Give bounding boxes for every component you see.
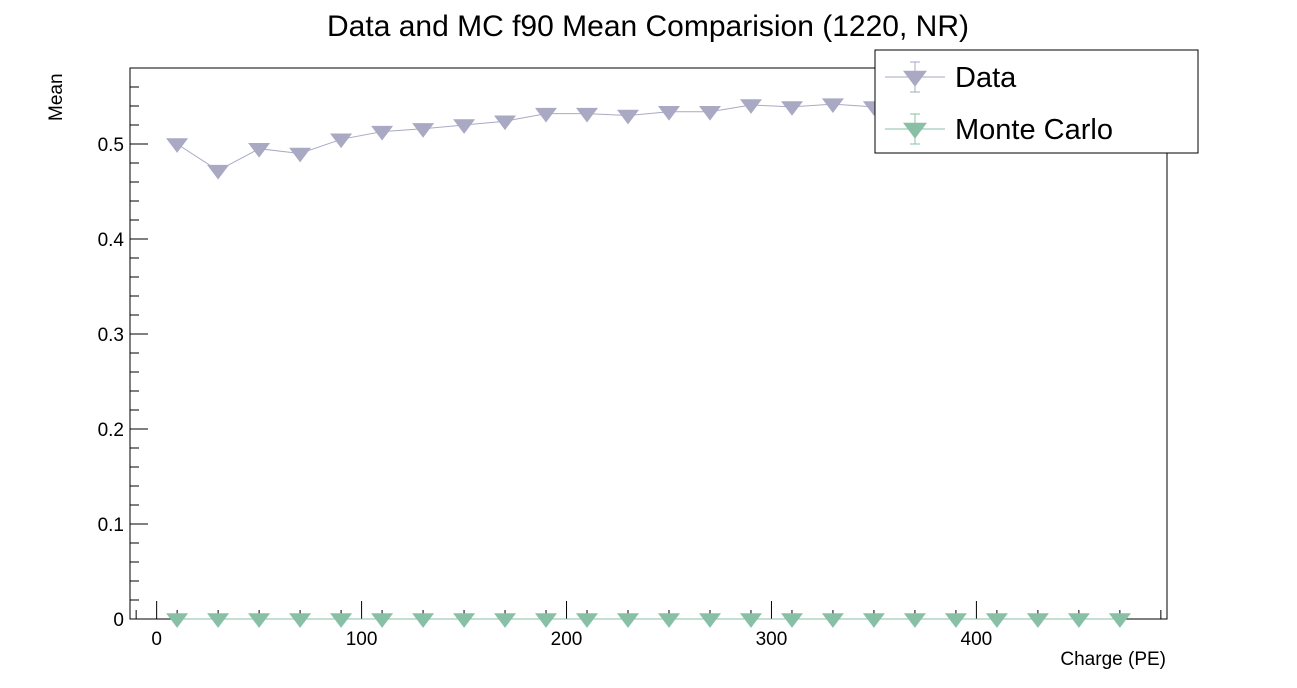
data-point — [617, 613, 639, 628]
data-point — [330, 133, 353, 149]
data-point — [289, 147, 312, 163]
data-point — [699, 106, 721, 121]
data-point — [494, 613, 516, 628]
data-point — [535, 107, 557, 123]
x-axis: 0 100 200 300 400 — [135, 601, 1162, 650]
data-point — [740, 613, 762, 628]
data-point — [535, 613, 557, 628]
x-tick-label: 0 — [151, 629, 162, 650]
data-point — [576, 613, 598, 628]
y-tick-label: 0.5 — [98, 135, 124, 156]
data-point — [412, 613, 435, 628]
legend-label: Monte Carlo — [955, 114, 1113, 146]
data-point — [699, 613, 721, 628]
series-layer — [166, 98, 1131, 628]
data-point — [862, 613, 885, 628]
chart-title: Data and MC f90 Mean Comparision (1220, … — [327, 10, 969, 43]
data-point — [576, 107, 598, 123]
data-point — [658, 613, 680, 628]
data-point — [453, 613, 476, 628]
data-point — [903, 613, 926, 628]
data-point — [494, 115, 516, 131]
data-point — [248, 613, 271, 628]
data-point — [985, 613, 1008, 628]
x-tick-label: 100 — [346, 629, 378, 650]
data-point — [371, 125, 394, 141]
data-point — [821, 98, 844, 113]
data-point — [207, 613, 230, 628]
y-tick-label: 0.2 — [98, 420, 124, 441]
data-point — [821, 613, 844, 628]
data-point — [453, 119, 476, 134]
series-monte-carlo — [166, 613, 1131, 628]
legend-box — [874, 49, 1199, 154]
data-point — [1067, 613, 1090, 628]
y-tick-label: 0.1 — [98, 515, 124, 536]
data-point — [166, 613, 189, 628]
data-point — [412, 123, 435, 138]
data-point — [740, 99, 762, 114]
data-point — [944, 613, 967, 628]
data-point — [289, 613, 312, 628]
data-point — [1108, 613, 1131, 628]
y-tick-label: 0.3 — [98, 325, 124, 346]
series-data — [166, 98, 885, 180]
x-axis-label: Charge (PE) — [1060, 649, 1166, 670]
data-point — [658, 106, 680, 121]
x-tick-label: 400 — [961, 629, 993, 650]
x-tick-label: 200 — [551, 629, 583, 650]
data-point — [330, 613, 353, 628]
x-tick-label: 300 — [756, 629, 788, 650]
y-tick-label: 0.4 — [98, 230, 125, 251]
y-axis: 0 0.1 0.2 0.3 0.4 0.5 — [98, 67, 148, 631]
legend-marker — [903, 122, 927, 139]
legend: Data Monte Carlo — [874, 49, 1199, 154]
legend-label: Data — [955, 62, 1017, 94]
data-point — [207, 164, 230, 180]
y-tick-label: 0 — [113, 610, 124, 631]
data-point — [1026, 613, 1049, 628]
data-point — [781, 613, 803, 628]
data-point — [248, 143, 271, 158]
data-point — [371, 613, 394, 628]
data-point — [166, 138, 189, 153]
y-axis-label: Mean — [46, 73, 67, 121]
data-point — [617, 109, 639, 125]
data-point — [781, 101, 803, 116]
legend-marker — [903, 70, 927, 87]
